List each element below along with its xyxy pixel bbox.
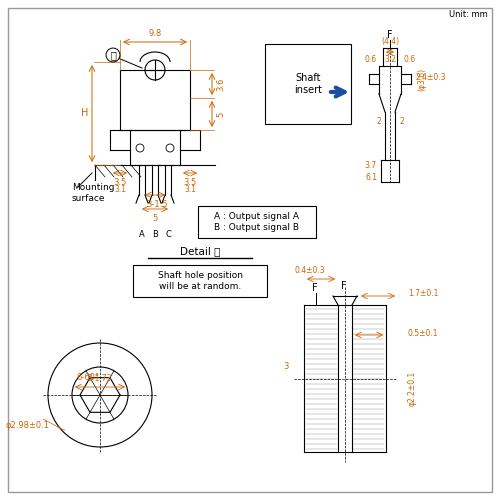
Text: Mounting
surface: Mounting surface xyxy=(72,184,114,203)
Text: 2.4±0.3: 2.4±0.3 xyxy=(415,74,446,82)
Text: 3-1.73: 3-1.73 xyxy=(88,374,112,383)
Text: A: A xyxy=(139,230,145,239)
Text: 6.1: 6.1 xyxy=(365,172,377,182)
Text: Shaft hole position
will be at random.: Shaft hole position will be at random. xyxy=(158,272,242,290)
Text: Unit: mm: Unit: mm xyxy=(449,10,488,19)
Text: 5: 5 xyxy=(216,112,225,116)
Text: 3-1.5: 3-1.5 xyxy=(146,200,168,209)
Text: 0.4±0.3: 0.4±0.3 xyxy=(294,266,326,275)
Text: 1.7±0.1: 1.7±0.1 xyxy=(408,290,438,298)
Text: 3.5: 3.5 xyxy=(114,178,126,187)
Text: 3.1: 3.1 xyxy=(114,185,126,194)
Text: 2: 2 xyxy=(399,118,404,126)
Text: 2: 2 xyxy=(376,118,381,126)
Text: (4.4): (4.4) xyxy=(381,37,399,46)
Text: A : Output signal A
B : Output signal B: A : Output signal A B : Output signal B xyxy=(214,212,300,232)
Text: B: B xyxy=(152,230,158,239)
Text: 3.5: 3.5 xyxy=(184,178,196,187)
Text: (φ3.6): (φ3.6) xyxy=(417,68,426,90)
Text: 3.6: 3.6 xyxy=(216,78,225,90)
FancyBboxPatch shape xyxy=(198,206,316,238)
Text: Detail Ⓔ: Detail Ⓔ xyxy=(180,246,220,256)
FancyBboxPatch shape xyxy=(8,8,492,492)
Text: F: F xyxy=(341,281,346,291)
Text: F: F xyxy=(312,283,318,293)
Text: H: H xyxy=(80,108,88,118)
Text: φ2.98±0.1: φ2.98±0.1 xyxy=(6,420,50,430)
Text: 0.6: 0.6 xyxy=(365,55,377,64)
Text: 9.8: 9.8 xyxy=(148,29,162,38)
Text: 3.1: 3.1 xyxy=(184,185,196,194)
Text: Shaft
insert: Shaft insert xyxy=(294,73,322,95)
Text: 6-60°: 6-60° xyxy=(76,372,100,382)
Text: 3: 3 xyxy=(284,362,288,371)
Text: 3.2: 3.2 xyxy=(384,55,396,64)
Text: 3.7: 3.7 xyxy=(365,160,377,170)
Text: 5: 5 xyxy=(152,214,158,223)
Text: 0.5±0.1: 0.5±0.1 xyxy=(408,328,438,338)
Text: 0.6: 0.6 xyxy=(403,55,415,64)
Text: φ2.2±0.1: φ2.2±0.1 xyxy=(408,371,417,406)
Text: Ⓔ: Ⓔ xyxy=(110,50,116,60)
FancyBboxPatch shape xyxy=(133,265,267,297)
Text: C: C xyxy=(165,230,171,239)
Text: F: F xyxy=(387,30,393,40)
